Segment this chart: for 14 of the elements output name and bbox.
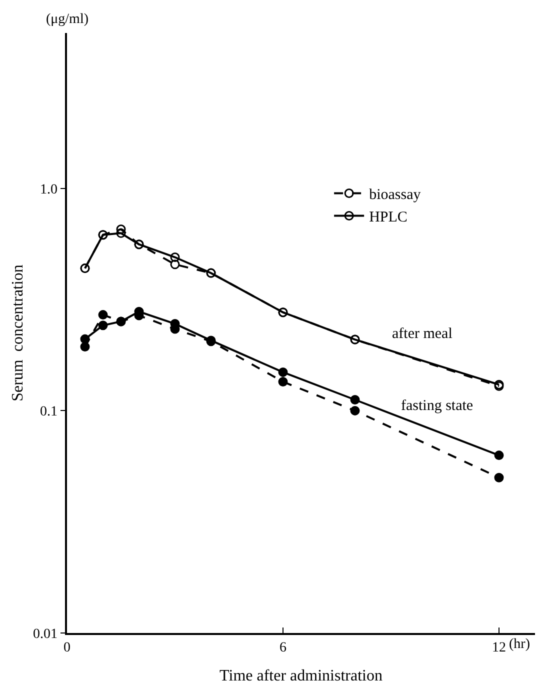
x-tick-label: 0 — [64, 640, 70, 656]
y-tick-label: 0.1 — [40, 404, 58, 420]
legend-label: HPLC — [369, 210, 408, 226]
text: (μg/ml) — [46, 12, 89, 27]
y-tick-label: 0.01 — [32, 626, 58, 642]
x-tick-label: 6 — [280, 640, 286, 656]
annotation: after meal — [392, 326, 452, 342]
text: (hr) — [509, 637, 530, 652]
annotation: fasting state — [401, 398, 474, 414]
y-tick-label: 1.0 — [40, 182, 58, 198]
x-tick-label: 12 — [492, 640, 506, 656]
x-axis-title: Time after administration — [220, 668, 382, 685]
y-axis-title: Serum concentration — [9, 264, 26, 402]
legend-label: bioassay — [369, 187, 422, 204]
